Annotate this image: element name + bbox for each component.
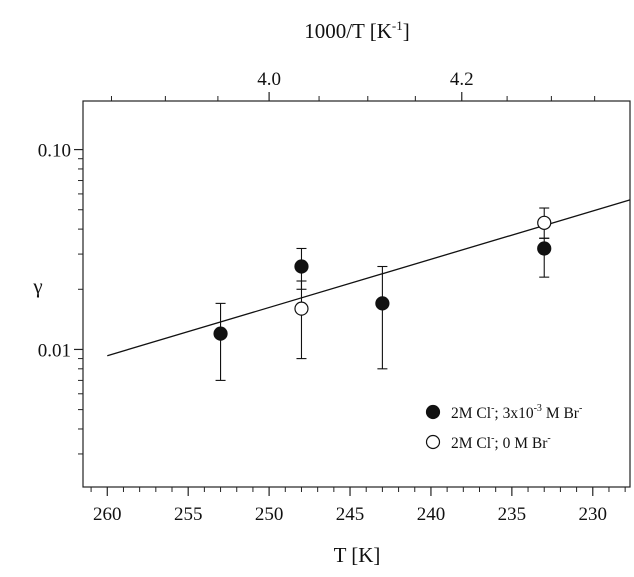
- x2-tick-label: 4.0: [257, 69, 281, 90]
- legend-label-series-1: 2M Cl-; 3x10-3 M Br-: [451, 403, 582, 422]
- x2-axis-ticks: 4.0 4.2: [110, 69, 596, 101]
- x2-axis-label: 1000/T [K-1]: [304, 18, 410, 43]
- data-point-filled: [213, 326, 228, 341]
- legend: 2M Cl-; 3x10-3 M Br- 2M Cl-; 0 M Br-: [425, 403, 582, 452]
- x-axis-ticks: 260 255 250 245 240 235 230: [90, 487, 626, 525]
- x-tick-label: 235: [498, 504, 527, 525]
- x-tick-label: 240: [417, 504, 446, 525]
- x2-tick-label: 4.2: [450, 69, 474, 90]
- plot-frame: [82, 100, 631, 488]
- x-tick-label: 250: [255, 504, 284, 525]
- x2-axis-label-sup: -1: [392, 18, 403, 33]
- x2-axis-label-main: 1000/T [K: [304, 19, 392, 43]
- data-point-filled: [294, 259, 309, 274]
- y-axis-label: γ: [32, 274, 42, 298]
- legend-marker-open: [425, 434, 441, 450]
- data-point-filled: [375, 296, 390, 311]
- fit-line-group: [107, 199, 631, 357]
- y-tick-label: 0.01: [38, 340, 71, 361]
- legend-marker-filled: [425, 404, 441, 420]
- fit-line: [107, 199, 631, 357]
- data-point-open: [294, 301, 309, 316]
- x-tick-label: 230: [579, 504, 608, 525]
- x-tick-label: 245: [336, 504, 365, 525]
- x-tick-label: 260: [93, 504, 122, 525]
- data-point-open: [537, 215, 552, 230]
- data-points: [213, 207, 552, 381]
- x-axis-label: T [K]: [334, 543, 381, 567]
- x2-axis-label-close: ]: [403, 19, 410, 43]
- x-tick-label: 255: [174, 504, 203, 525]
- y-axis-ticks: 0.01 0.10: [38, 141, 83, 455]
- data-point-filled: [537, 241, 552, 256]
- y-tick-label: 0.10: [38, 141, 71, 162]
- legend-label-series-2: 2M Cl-; 0 M Br-: [451, 433, 551, 452]
